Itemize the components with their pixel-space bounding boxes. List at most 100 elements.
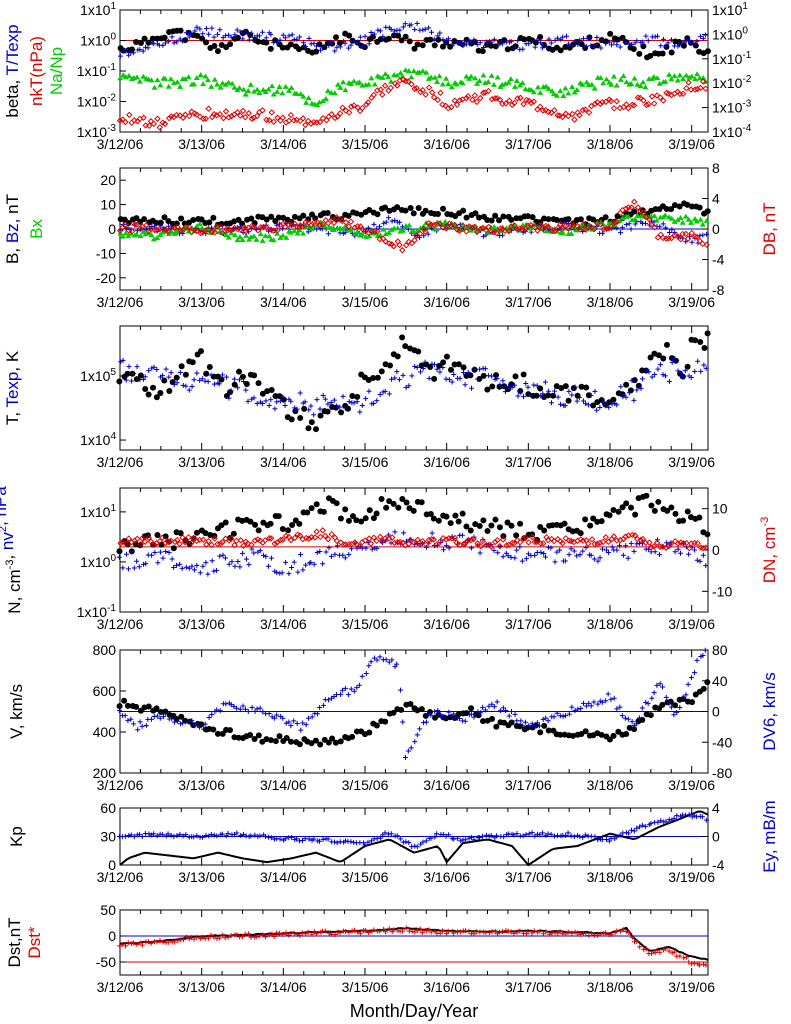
data-point xyxy=(585,109,593,116)
x-tick-label: 3/19/06 xyxy=(668,136,715,152)
data-point xyxy=(597,404,603,410)
data-point xyxy=(380,34,386,40)
data-point xyxy=(297,34,303,40)
data-point xyxy=(600,230,606,236)
data-point xyxy=(693,218,700,224)
data-point xyxy=(499,536,507,543)
data-point xyxy=(680,39,686,45)
data-point xyxy=(619,713,625,719)
data-point xyxy=(477,225,484,233)
data-point xyxy=(572,384,578,390)
data-point xyxy=(143,561,149,567)
data-point xyxy=(377,36,384,43)
data-point xyxy=(303,562,309,568)
data-point xyxy=(647,544,655,551)
data-point xyxy=(194,32,201,39)
data-point xyxy=(200,834,206,840)
data-point xyxy=(321,702,327,708)
data-point xyxy=(591,540,598,548)
data-point xyxy=(154,77,161,83)
x-tick-label: 3/19/06 xyxy=(668,616,715,632)
data-point xyxy=(560,230,567,236)
data-point xyxy=(280,931,286,937)
data-point xyxy=(183,832,189,838)
data-point xyxy=(704,531,711,538)
data-point xyxy=(414,364,420,370)
data-point xyxy=(338,409,345,416)
data-point xyxy=(389,218,395,224)
data-point xyxy=(342,685,348,691)
data-point xyxy=(304,509,311,516)
data-point xyxy=(366,388,372,394)
data-point xyxy=(373,537,380,545)
data-point xyxy=(657,949,663,955)
data-point xyxy=(480,704,486,710)
data-point xyxy=(266,710,272,716)
data-point xyxy=(530,89,537,95)
data-point xyxy=(147,538,155,545)
data-point xyxy=(545,85,552,91)
data-point xyxy=(251,550,257,556)
x-tick-label: 3/18/06 xyxy=(587,777,634,793)
data-point xyxy=(334,543,340,549)
data-point xyxy=(534,227,541,234)
data-point xyxy=(466,928,472,934)
data-point xyxy=(351,224,358,231)
data-point xyxy=(373,510,380,517)
data-point xyxy=(268,835,274,841)
data-point xyxy=(585,224,592,231)
data-point xyxy=(317,741,324,748)
data-point xyxy=(116,703,123,710)
data-point xyxy=(702,647,708,653)
data-point xyxy=(512,711,518,717)
data-point xyxy=(517,520,524,527)
data-point xyxy=(234,932,240,938)
data-point xyxy=(702,85,709,92)
data-point xyxy=(591,43,597,49)
x-tick-label: 3/14/06 xyxy=(260,777,307,793)
data-point xyxy=(282,83,289,89)
data-point xyxy=(442,536,450,543)
data-point xyxy=(623,929,629,935)
data-point xyxy=(560,34,566,40)
data-point xyxy=(498,708,504,714)
data-point xyxy=(203,25,209,31)
data-point xyxy=(482,366,488,372)
data-point xyxy=(154,939,160,945)
data-point xyxy=(680,76,687,82)
data-point xyxy=(514,226,521,233)
data-point xyxy=(428,712,434,718)
data-point xyxy=(512,83,519,89)
right-y-tick-label: 4 xyxy=(712,191,720,207)
data-point xyxy=(437,930,443,936)
data-point xyxy=(528,86,535,92)
data-point xyxy=(348,103,355,110)
data-point xyxy=(700,685,707,692)
data-point xyxy=(217,553,223,559)
data-point xyxy=(514,547,520,553)
data-point xyxy=(354,393,361,400)
data-point xyxy=(165,218,172,225)
data-point xyxy=(183,30,189,36)
data-point xyxy=(211,568,217,574)
data-point xyxy=(208,932,214,938)
data-point xyxy=(491,224,498,230)
data-point xyxy=(640,209,647,216)
data-point xyxy=(537,540,544,547)
data-point xyxy=(149,365,155,371)
data-point xyxy=(349,733,356,740)
data-point xyxy=(515,38,521,44)
data-point xyxy=(455,835,461,841)
data-point xyxy=(199,225,206,231)
data-point xyxy=(701,344,708,351)
data-point xyxy=(437,712,443,718)
data-point xyxy=(155,713,161,719)
x-tick-label: 3/13/06 xyxy=(178,979,225,995)
y-tick-label: 0 xyxy=(108,928,116,944)
data-point xyxy=(679,219,686,225)
data-point xyxy=(140,114,147,121)
data-point xyxy=(451,221,458,229)
data-point xyxy=(374,398,380,404)
data-point xyxy=(693,233,701,241)
data-point xyxy=(423,719,429,725)
